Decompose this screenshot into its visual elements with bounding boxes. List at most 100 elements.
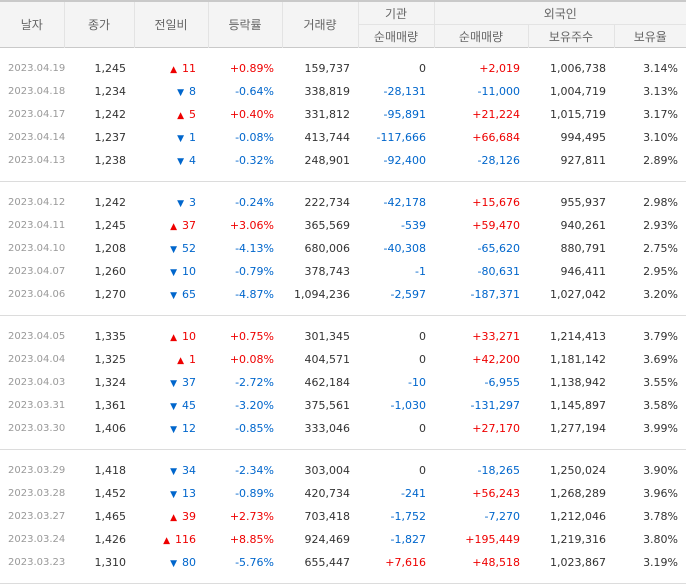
inst-net-cell: -92,400: [383, 154, 426, 167]
holdings-cell: 1,277,194: [550, 422, 606, 435]
rate-cell: -2.34%: [235, 464, 274, 477]
close-cell: 1,335: [94, 330, 127, 343]
ratio-cell: 3.69%: [643, 353, 679, 366]
close-cell: 1,245: [94, 62, 127, 75]
triangle-up-icon: ▲: [163, 536, 170, 546]
date-cell: 2023.03.31: [8, 400, 66, 411]
triangle-down-icon: ▼: [170, 291, 177, 301]
foreign-net-cell: +59,470: [472, 219, 520, 232]
close-cell: 1,406: [94, 422, 127, 435]
table-row: 2023.04.19 1,245 ▲ 11 +0.89% 159,737 0 +2,019 1,…: [0, 57, 686, 80]
date-cell: 2023.04.10: [8, 243, 66, 254]
inst-net-cell: -10: [408, 376, 426, 389]
holdings-cell: 1,219,316: [550, 533, 606, 546]
holdings-cell: 1,212,046: [550, 510, 606, 523]
inst-net-cell: -28,131: [383, 85, 426, 98]
triangle-down-icon: ▼: [177, 134, 184, 144]
holdings-cell: 1,181,142: [550, 353, 606, 366]
header-inst-net[interactable]: 순매매량: [357, 24, 434, 48]
inst-net-cell: -1,030: [390, 399, 426, 412]
close-cell: 1,325: [94, 353, 127, 366]
table-row: 2023.04.18 1,234 ▼ 8 -0.64% 338,819 -28,131 -11…: [0, 80, 686, 103]
table-row: 2023.04.11 1,245 ▲ 37 +3.06% 365,569 -539 +59,4…: [0, 214, 686, 237]
header-rate[interactable]: 등락률: [207, 1, 282, 48]
rate-cell: -5.76%: [235, 556, 274, 569]
change-value: 34: [182, 464, 196, 477]
rate-cell: -4.87%: [235, 288, 274, 301]
volume-cell: 404,571: [304, 353, 351, 366]
ratio-cell: 2.89%: [643, 154, 679, 167]
header-date[interactable]: 날자: [0, 1, 64, 48]
close-cell: 1,426: [94, 533, 127, 546]
volume-cell: 375,561: [304, 399, 351, 412]
header-change[interactable]: 전일비: [133, 1, 208, 48]
change-value: 1: [189, 131, 196, 144]
change-value: 10: [182, 330, 196, 343]
holdings-cell: 1,145,897: [550, 399, 606, 412]
volume-cell: 333,046: [304, 422, 351, 435]
volume-cell: 248,901: [304, 154, 351, 167]
triangle-down-icon: ▼: [170, 467, 177, 477]
header-holdings[interactable]: 보유주수: [527, 24, 614, 48]
date-cell: 2023.04.17: [8, 109, 66, 120]
foreign-net-cell: -187,371: [470, 288, 520, 301]
triangle-down-icon: ▼: [177, 157, 184, 167]
foreign-net-cell: -18,265: [477, 464, 520, 477]
change-cell: ▼ 12: [134, 417, 208, 440]
holdings-cell: 940,261: [560, 219, 607, 232]
volume-cell: 159,737: [304, 62, 351, 75]
table-row: 2023.04.03 1,324 ▼ 37 -2.72% 462,184 -10 -6,955…: [0, 371, 686, 394]
close-cell: 1,465: [94, 510, 127, 523]
close-cell: 1,260: [94, 265, 127, 278]
change-cell: ▲ 10: [134, 325, 208, 348]
close-cell: 1,361: [94, 399, 127, 412]
volume-cell: 924,469: [304, 533, 351, 546]
holdings-cell: 1,214,413: [550, 330, 606, 343]
foreign-net-cell: +2,019: [479, 62, 520, 75]
rate-cell: +0.75%: [229, 330, 274, 343]
table-row: 2023.04.13 1,238 ▼ 4 -0.32% 248,901 -92,400 -28…: [0, 149, 686, 172]
ratio-cell: 3.20%: [643, 288, 679, 301]
change-value: 3: [189, 196, 196, 209]
rate-cell: -3.20%: [235, 399, 274, 412]
change-value: 13: [182, 487, 196, 500]
ratio-cell: 3.17%: [643, 108, 679, 121]
header-institution: 기관: [357, 1, 434, 25]
rate-cell: -0.85%: [235, 422, 274, 435]
inst-net-cell: 0: [419, 330, 426, 343]
foreign-net-cell: +42,200: [472, 353, 520, 366]
triangle-up-icon: ▲: [170, 513, 177, 523]
date-cell: 2023.03.28: [8, 488, 66, 499]
change-cell: ▼ 8: [134, 80, 208, 103]
header-foreign-net[interactable]: 순매매량: [433, 24, 528, 48]
foreign-net-cell: -11,000: [477, 85, 520, 98]
table-row: 2023.03.23 1,310 ▼ 80 -5.76% 655,447 +7,616 +48…: [0, 551, 686, 574]
change-cell: ▼ 80: [134, 551, 208, 574]
header-ratio[interactable]: 보유율: [613, 24, 686, 48]
date-cell: 2023.04.03: [8, 377, 66, 388]
row-spacer: [0, 48, 686, 58]
table-row: 2023.03.29 1,418 ▼ 34 -2.34% 303,004 0 -18,265 1…: [0, 459, 686, 482]
close-cell: 1,234: [94, 85, 127, 98]
header-volume[interactable]: 거래량: [281, 1, 358, 48]
rate-cell: -0.79%: [235, 265, 274, 278]
triangle-down-icon: ▼: [170, 402, 177, 412]
holdings-cell: 1,250,024: [550, 464, 606, 477]
foreign-net-cell: -7,270: [484, 510, 520, 523]
row-spacer: [0, 306, 686, 315]
table-body: 2023.04.19 1,245 ▲ 11 +0.89% 159,737 0 +2,019 1,…: [0, 48, 686, 584]
close-cell: 1,418: [94, 464, 127, 477]
foreign-net-cell: +27,170: [472, 422, 520, 435]
inst-net-cell: 0: [419, 422, 426, 435]
header-close[interactable]: 종가: [63, 1, 134, 48]
change-cell: ▼ 3: [134, 191, 208, 214]
row-spacer: [0, 316, 686, 326]
triangle-down-icon: ▼: [177, 199, 184, 209]
volume-cell: 1,094,236: [294, 288, 350, 301]
change-value: 5: [189, 108, 196, 121]
date-cell: 2023.04.14: [8, 132, 66, 143]
volume-cell: 222,734: [304, 196, 351, 209]
rate-cell: -0.89%: [235, 487, 274, 500]
